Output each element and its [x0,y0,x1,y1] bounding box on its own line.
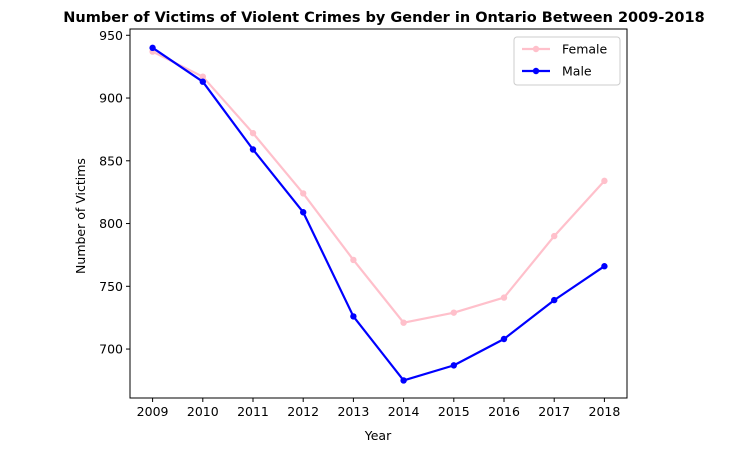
x-tick-label: 2011 [237,404,269,419]
y-tick-label: 950 [99,28,123,43]
x-tick-label: 2014 [388,404,420,419]
female-data-point [500,294,508,301]
female-data-point [601,177,608,185]
female-data-point [551,232,558,240]
male-data-point [249,146,257,153]
female-data-point [400,319,407,326]
female-data-point [450,309,458,316]
male-data-point [149,44,156,52]
male-data-point [400,377,407,384]
y-axis-label: Number of Victims [73,158,88,274]
x-tick-label: 2010 [187,404,219,419]
y-tick-label: 700 [99,342,123,357]
y-tick-label: 800 [99,216,123,231]
female-data-point [199,73,206,80]
x-tick-label: 2017 [538,404,570,419]
y-tick-label: 850 [99,153,123,168]
x-tick-label: 2009 [137,404,169,419]
female-series-line [152,50,606,324]
x-tick-label: 2015 [438,404,470,419]
plot-frame [129,28,628,399]
legend-female-label: Female [562,42,608,57]
male-data-point [450,362,458,369]
male-series-line [151,46,606,382]
y-tick-label: 750 [99,279,123,294]
plot-area: 2009 2010 2011 2012 2013 2014 2015 2016 2017 2018… [99,28,628,419]
x-tick-label: 2016 [488,404,520,419]
female-data-point [299,190,307,197]
male-data-point [601,263,608,270]
female-data-point [350,256,357,264]
male-data-point [500,335,508,343]
female-data-point [249,129,257,137]
male-data-point [350,313,357,320]
legend-female-marker [532,45,540,53]
male-data-point [551,296,558,304]
male-data-point [299,209,307,216]
x-tick-label: 2012 [287,404,319,419]
x-tick-label: 2018 [589,404,621,419]
x-axis-label: Year [364,428,392,443]
legend-male-label: Male [562,64,592,79]
x-tick-label: 2013 [337,404,369,419]
legend-male-marker [532,67,540,75]
legend: Female Male [513,36,621,86]
male-data-point [199,78,206,85]
y-tick-label: 900 [99,91,123,106]
chart-title: Number of Victims of Violent Crimes by G… [63,10,704,26]
